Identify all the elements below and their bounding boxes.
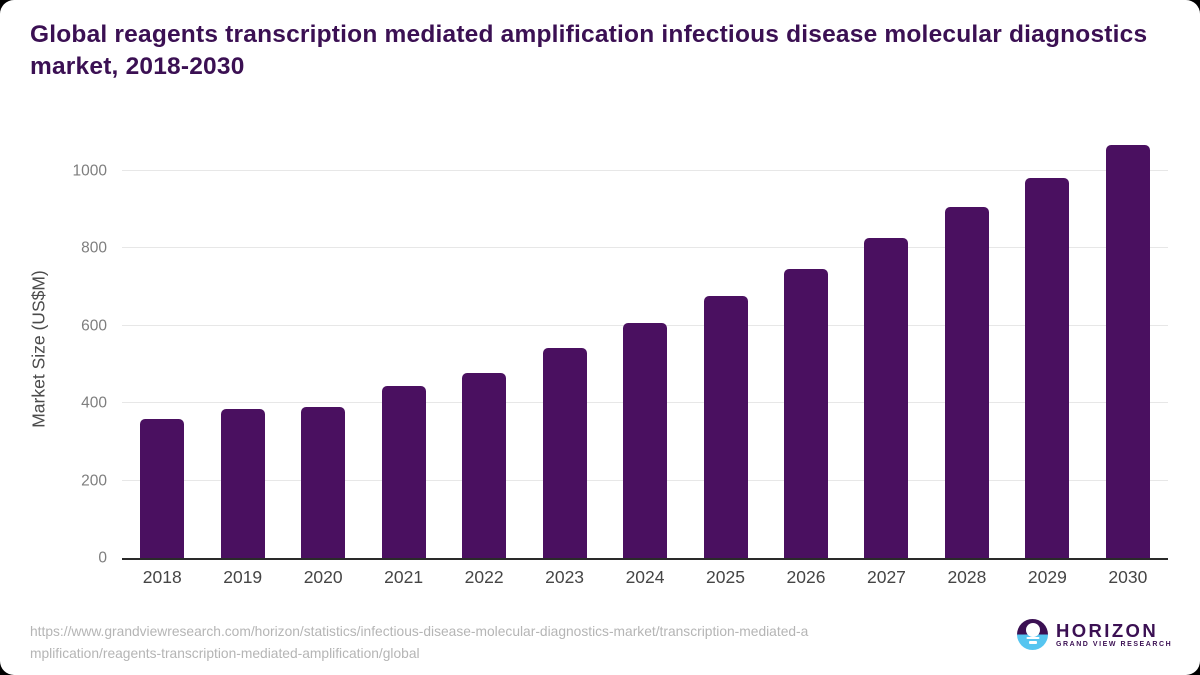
x-tick-label-2020: 2020 xyxy=(303,567,343,587)
x-tick-label-2023: 2023 xyxy=(545,567,585,587)
bar-slot xyxy=(122,419,202,558)
y-tick-label-600: 600 xyxy=(81,317,107,335)
bar-2024 xyxy=(623,323,668,558)
x-tick-label-2027: 2027 xyxy=(866,567,906,587)
x-tick-label-2021: 2021 xyxy=(384,567,424,587)
horizon-reflection-line xyxy=(1028,641,1037,644)
y-axis-tick-labels: 0 200 400 600 800 1000 xyxy=(0,140,107,566)
y-tick-label-0: 0 xyxy=(98,549,107,567)
plot-area xyxy=(122,140,1168,560)
bar-2020 xyxy=(301,406,346,558)
bar-2030 xyxy=(1105,144,1150,558)
bar-2021 xyxy=(381,386,426,558)
horizon-logo-icon xyxy=(1017,619,1048,650)
logo-wordmark: HORIZON xyxy=(1056,619,1159,641)
bar-2026 xyxy=(783,268,828,558)
source-url: https://www.grandviewresearch.com/horizo… xyxy=(30,621,808,664)
bar-slot xyxy=(927,207,1007,558)
source-url-line-2: mplification/reagents-transcription-medi… xyxy=(30,645,420,661)
bars-group xyxy=(122,140,1168,558)
x-tick-label-2019: 2019 xyxy=(223,567,263,587)
x-tick-label-2022: 2022 xyxy=(464,567,504,587)
bar-slot xyxy=(605,323,685,558)
source-url-line-1: https://www.grandviewresearch.com/horizo… xyxy=(30,624,809,639)
x-tick-label-2029: 2029 xyxy=(1027,567,1067,587)
gridline-1000 xyxy=(122,169,1168,171)
sun-icon xyxy=(1025,622,1040,637)
bar-2022 xyxy=(462,373,507,558)
bar-2027 xyxy=(864,238,909,558)
horizon-logo: HORIZON GRAND VIEW RESEARCH xyxy=(1017,619,1172,650)
bar-slot xyxy=(766,268,846,558)
y-tick-label-200: 200 xyxy=(81,472,107,490)
bar-slot xyxy=(202,409,282,558)
bar-2029 xyxy=(1025,177,1070,558)
bar-slot xyxy=(524,348,604,558)
bar-slot xyxy=(1007,177,1087,558)
bar-2023 xyxy=(542,348,587,558)
bar-2025 xyxy=(703,295,748,558)
bar-2018 xyxy=(140,419,185,558)
bar-slot xyxy=(283,406,363,558)
bar-slot xyxy=(846,238,926,558)
x-tick-label-2025: 2025 xyxy=(706,567,745,587)
y-tick-label-800: 800 xyxy=(81,239,107,257)
bar-slot xyxy=(685,295,765,558)
logo-subtext: GRAND VIEW RESEARCH xyxy=(1056,641,1173,649)
logo-text: HORIZON GRAND VIEW RESEARCH xyxy=(1056,621,1172,649)
x-tick-label-2018: 2018 xyxy=(142,567,182,587)
y-tick-label-1000: 1000 xyxy=(72,162,107,180)
x-tick-label-2024: 2024 xyxy=(625,567,665,587)
bar-slot xyxy=(363,386,443,558)
horizon-reflection-line xyxy=(1026,637,1039,640)
bar-slot xyxy=(444,373,524,558)
gridline-800 xyxy=(122,247,1168,249)
x-tick-label-2028: 2028 xyxy=(947,567,987,587)
page-title: Global reagents transcription mediated a… xyxy=(30,21,1148,80)
bar-2019 xyxy=(220,409,265,558)
x-axis-tick-labels: 2018 2019 2020 2021 2022 2023 2024 2025 2026 2027… xyxy=(122,567,1168,588)
bar-2028 xyxy=(944,207,989,558)
x-tick-label-2026: 2026 xyxy=(786,567,826,587)
bar-slot xyxy=(1088,144,1168,558)
x-tick-label-2030: 2030 xyxy=(1108,567,1148,587)
y-tick-label-400: 400 xyxy=(81,394,107,412)
